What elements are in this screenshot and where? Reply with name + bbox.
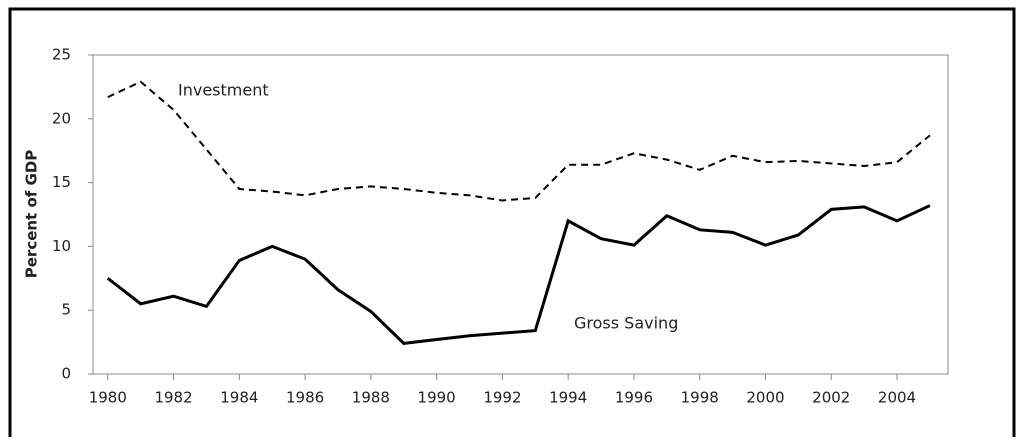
line-series bbox=[106, 204, 931, 345]
x-tick-label: 1994 bbox=[549, 389, 587, 407]
x-tick-label: 1984 bbox=[220, 389, 258, 407]
y-tick-label: 5 bbox=[61, 301, 71, 319]
x-tick-label: 2004 bbox=[878, 389, 916, 407]
x-tick-label: 2002 bbox=[812, 389, 850, 407]
y-tick-label: 25 bbox=[52, 46, 71, 64]
series-label: Gross Saving bbox=[574, 314, 678, 333]
x-tick-label: 2000 bbox=[746, 389, 784, 407]
x-tick-label: 1980 bbox=[89, 389, 127, 407]
x-tick-label: 1990 bbox=[418, 389, 456, 407]
y-tick-label: 10 bbox=[52, 237, 71, 255]
x-tick-label: 1988 bbox=[352, 389, 390, 407]
frame bbox=[8, 7, 1016, 441]
plot-area bbox=[92, 54, 949, 375]
line-series bbox=[107, 80, 931, 202]
x-tick-label: 1982 bbox=[154, 389, 192, 407]
y-tick-label: 20 bbox=[52, 109, 71, 127]
x-tick-label: 1998 bbox=[681, 389, 719, 407]
x-tick-label: 1996 bbox=[615, 389, 653, 407]
y-tick-label: 15 bbox=[52, 173, 71, 191]
x-tick-label: 1992 bbox=[483, 389, 521, 407]
x-tick-label: 1986 bbox=[286, 389, 324, 407]
y-axis-label: Percent of GDP bbox=[23, 150, 41, 279]
y-tick-label: 0 bbox=[61, 365, 71, 383]
series-label: Investment bbox=[178, 81, 269, 100]
